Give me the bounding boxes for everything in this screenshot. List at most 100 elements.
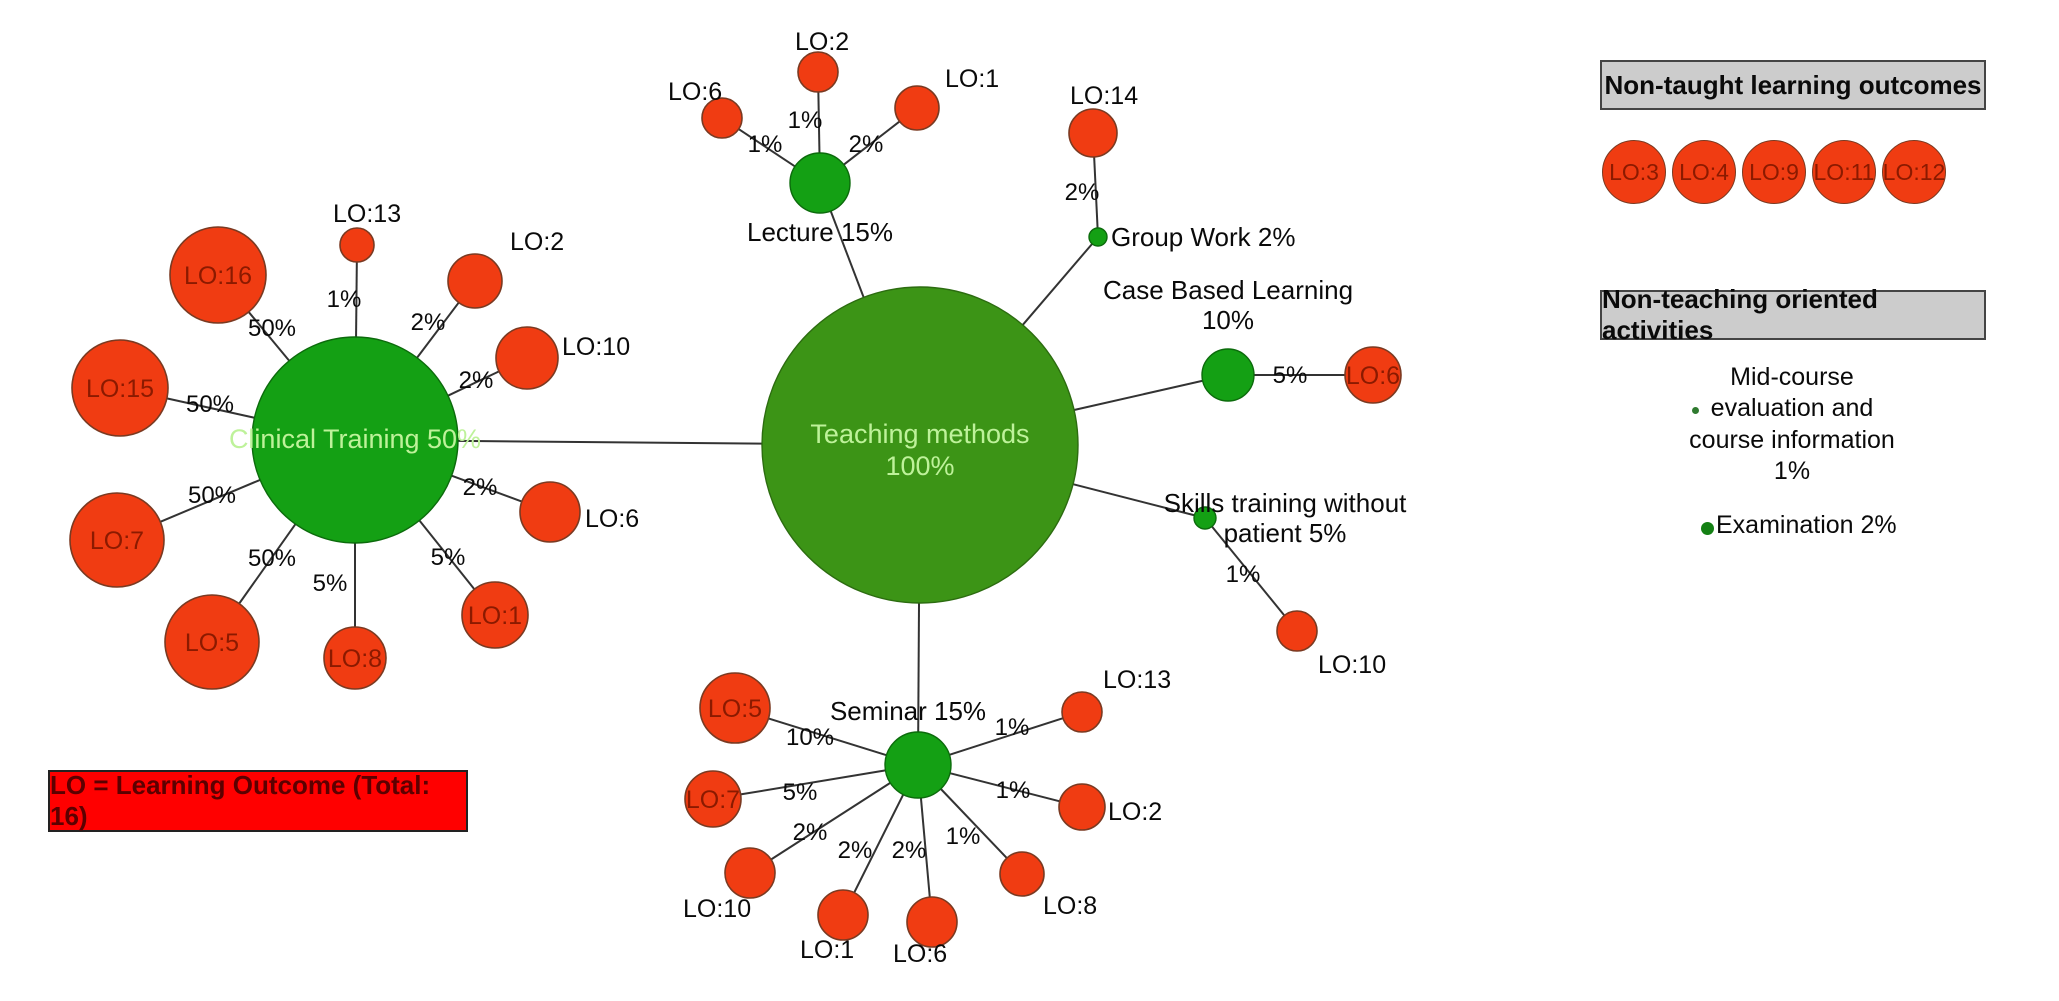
edge-percent-11: 1% [788, 107, 823, 134]
node-label-outcome-16: LO:5 [708, 695, 762, 723]
edge-percent-8: 2% [411, 309, 446, 336]
node-label-outcome-22: LO:2 [1108, 798, 1162, 826]
edge-lecture-12 [843, 120, 901, 166]
edge-clinical_training-2 [159, 478, 261, 523]
node-clinical_training[interactable] [251, 336, 459, 544]
edge-clinical_training-6 [451, 474, 523, 503]
node-outcome-LO8-21[interactable] [999, 851, 1045, 897]
legend-chip-lo3: LO:3 [1602, 140, 1666, 204]
mid-course-line4: 1% [1773, 456, 1811, 485]
node-case_based_learning[interactable] [1201, 348, 1255, 402]
edge-root-skills_training [1072, 483, 1195, 517]
node-outcome-LO10-7[interactable] [495, 326, 559, 390]
node-lecture[interactable] [789, 152, 851, 214]
node-label-seminar: Seminar 15% [830, 696, 986, 726]
legend-chip-lo4: LO:4 [1672, 140, 1736, 204]
edge-percent-2: 50% [188, 482, 236, 509]
node-label-group_work: Group Work 2% [1111, 222, 1295, 252]
mid-course-line1: Mid-course [1730, 363, 1854, 391]
edge-percent-1: 50% [186, 391, 234, 418]
node-outcome-LO2-22[interactable] [1058, 783, 1106, 831]
edge-percent-5: 5% [431, 544, 466, 571]
node-label-outcome-14: LO:6 [1346, 362, 1400, 390]
edge-percent-16: 10% [786, 724, 834, 751]
node-outcome-LO16-0[interactable] [169, 226, 267, 324]
node-label-outcome-5: LO:1 [468, 602, 522, 630]
mid-course-dot-icon [1692, 407, 1699, 414]
legend-chip-lo9: LO:9 [1742, 140, 1806, 204]
edge-lecture-11 [817, 91, 821, 154]
node-outcome-LO7-17[interactable] [684, 770, 742, 828]
node-label-case_based_learning: Case Based Learning [1103, 275, 1353, 305]
node-label-outcome-0: LO:16 [184, 262, 252, 290]
node-layer [69, 51, 1402, 948]
edge-root-group_work [1021, 243, 1093, 326]
legend-item-mid-course: Mid-course evaluation and course informa… [1672, 362, 1912, 487]
edge-seminar-16 [768, 717, 887, 757]
node-outcome-LO10-15[interactable] [1276, 610, 1318, 652]
node-outcome-LO8-4[interactable] [323, 626, 387, 690]
edge-seminar-23 [949, 717, 1064, 756]
node-outcome-LO7-2[interactable] [69, 492, 165, 588]
node-label-outcome-6: LO:6 [585, 505, 639, 533]
edge-root-seminar [917, 602, 921, 733]
edge-seminar-22 [949, 772, 1060, 803]
legend-non-teaching-title: Non-teaching oriented activities [1602, 284, 1878, 345]
legend-chip-lo11: LO:11 [1812, 140, 1876, 204]
edge-percent-7: 2% [459, 367, 494, 394]
node-outcome-LO6-20[interactable] [906, 896, 958, 948]
node-outcome-LO2-11[interactable] [797, 51, 839, 93]
node-label-outcome-4: LO:8 [328, 645, 382, 673]
node-percent-teaching_methods: 100% [885, 451, 954, 481]
node-outcome-LO1-12[interactable] [894, 85, 940, 131]
node-outcome-LO13-9[interactable] [339, 227, 375, 263]
node-label-outcome-9: LO:13 [333, 200, 401, 228]
legend-non-teaching-header: Non-teaching oriented activities [1600, 284, 1986, 345]
legend-chip-lo12: LO:12 [1882, 140, 1946, 204]
node-label-outcome-2: LO:7 [90, 527, 144, 555]
edge-percent-13: 2% [1065, 179, 1100, 206]
edge-percent-12: 2% [849, 131, 884, 158]
edge-layer [159, 91, 1345, 898]
edge-percent-6: 2% [463, 474, 498, 501]
node-outcome-LO14-13[interactable] [1068, 108, 1118, 158]
node-outcome-LO1-5[interactable] [461, 581, 529, 649]
legend-non-taught-title: Non-taught learning outcomes [1604, 69, 1982, 100]
node-outcome-LO1-19[interactable] [817, 889, 869, 941]
node-label-outcome-12: LO:1 [945, 65, 999, 93]
edge-percent-21: 1% [946, 823, 981, 850]
node-outcome-LO5-16[interactable] [699, 672, 771, 744]
edge-percent-15: 1% [1226, 561, 1261, 588]
node-outcome-LO5-3[interactable] [164, 594, 260, 690]
node-label-outcome-8: LO:2 [510, 228, 564, 256]
edge-percent-18: 2% [793, 819, 828, 846]
node-teaching_methods[interactable] [761, 286, 1079, 604]
node-label-teaching_methods: Teaching methods [810, 419, 1029, 449]
edge-percent-9: 1% [327, 286, 362, 313]
edge-clinical_training-7 [447, 370, 500, 397]
edge-percent-14: 5% [1273, 362, 1308, 389]
edge-seminar-17 [740, 769, 886, 796]
node-outcome-LO6-10[interactable] [701, 97, 743, 139]
edge-percent-20: 2% [892, 837, 927, 864]
node-label-outcome-1: LO:15 [86, 375, 154, 403]
node-label-outcome-17: LO:7 [686, 786, 740, 814]
edge-percent-3: 50% [248, 545, 296, 572]
node-label2-case_based_learning: 10% [1202, 305, 1254, 335]
node-label-lecture: Lecture 15% [747, 217, 893, 247]
node-outcome-LO10-18[interactable] [724, 847, 776, 899]
node-outcome-LO6-14[interactable] [1344, 346, 1402, 404]
node-group_work[interactable] [1088, 227, 1108, 247]
mid-course-line3: course information [1689, 425, 1895, 454]
node-outcome-LO2-8[interactable] [447, 253, 503, 309]
examination-dot-icon [1701, 522, 1714, 535]
node-skills_training[interactable] [1193, 506, 1217, 530]
node-outcome-LO6-6[interactable] [519, 481, 581, 543]
node-seminar[interactable] [884, 731, 952, 799]
node-outcome-LO15-1[interactable] [71, 339, 169, 437]
edge-clinical_training-5 [418, 519, 476, 590]
node-label-outcome-13: LO:14 [1070, 82, 1138, 110]
node-outcome-LO13-23[interactable] [1061, 691, 1103, 733]
